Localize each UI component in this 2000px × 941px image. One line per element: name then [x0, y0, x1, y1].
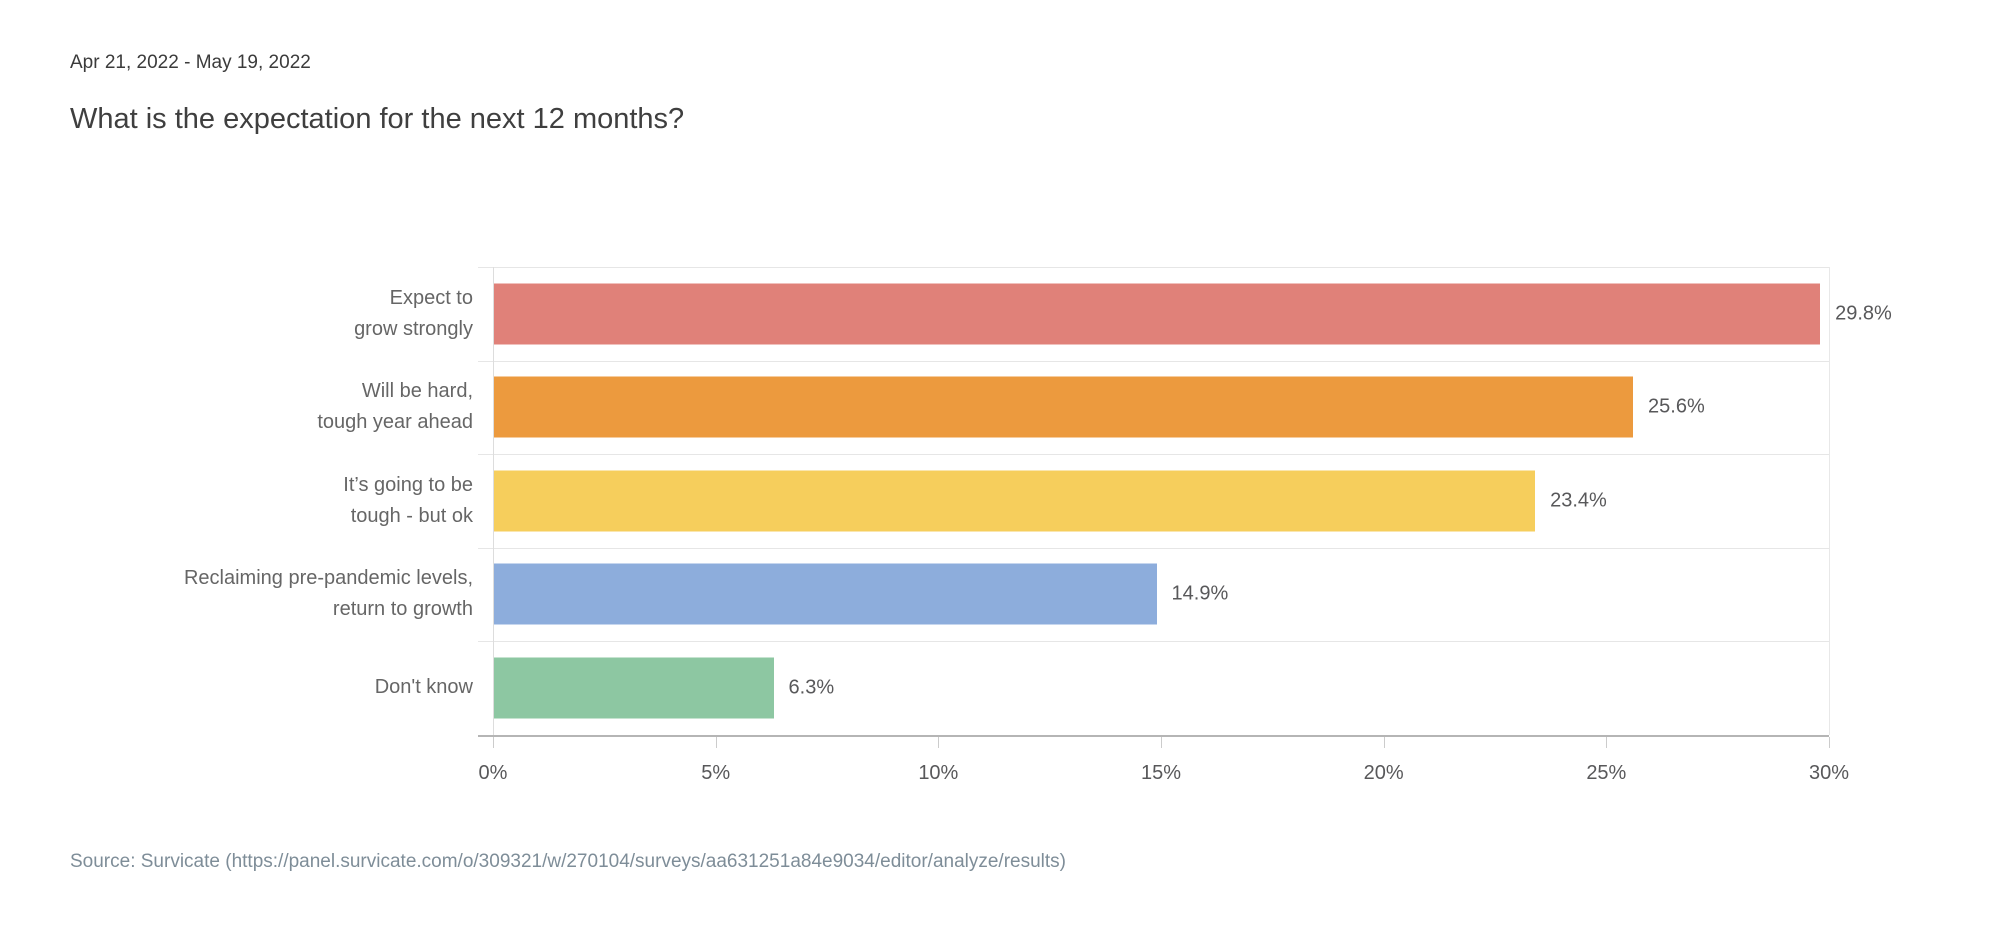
bar-row: Reclaiming pre-pandemic levels, return t…: [0, 548, 2000, 642]
bar: [493, 657, 774, 719]
x-axis-tick: [1383, 737, 1385, 748]
category-label: Expect to grow strongly: [354, 286, 473, 340]
bar: [493, 376, 1634, 438]
value-label: 6.3%: [788, 676, 835, 699]
x-axis-tick-label: 30%: [1808, 762, 1850, 784]
bar-rows: Expect to grow strongly 29.8% Will be hard…: [0, 267, 2000, 735]
bar-track: 25.6%: [493, 361, 1829, 455]
row-separator-line: [478, 360, 1829, 362]
bar-row: Don't know 6.3%: [0, 641, 2000, 735]
x-axis-tick-label: 10%: [918, 762, 959, 784]
y-axis-line: [493, 267, 494, 735]
bar-track: 29.8%: [493, 267, 1892, 361]
bar-track: 6.3%: [493, 641, 1829, 735]
value-label: 29.8%: [1835, 302, 1892, 325]
bar: [493, 470, 1536, 532]
bar-track: 14.9%: [493, 548, 1829, 642]
x-axis-tick: [493, 737, 494, 748]
x-axis-tick: [715, 737, 717, 748]
x-axis-tick-label: 20%: [1363, 762, 1404, 784]
row-separator-line: [478, 454, 1829, 455]
x-axis-line: [478, 735, 1829, 737]
value-label: 14.9%: [1171, 582, 1229, 605]
category-label: Reclaiming pre-pandemic levels, return t…: [183, 567, 473, 621]
x-axis-tick: [1606, 737, 1608, 748]
x-axis-tick-label: 15%: [1140, 762, 1182, 784]
bar: [493, 283, 1821, 345]
source-line: Source: Survicate (https://panel.survica…: [70, 851, 1066, 872]
x-axis: 0% 5% 10% 15% 20% 25% 30%: [478, 735, 1849, 795]
bar-row: Expect to grow strongly 29.8%: [0, 267, 2000, 361]
bar-track: 23.4%: [493, 454, 1829, 548]
x-axis-tick-label: 5%: [701, 762, 731, 784]
x-axis-tick-label: 0%: [478, 762, 508, 784]
category-label: It’s going to be tough - but ok: [343, 473, 473, 527]
chart-title: What is the expectation for the next 12 …: [70, 103, 685, 135]
category-label: Don't know: [374, 676, 473, 699]
row-separator-line: [478, 267, 1829, 268]
date-range: Apr 21, 2022 - May 19, 2022: [70, 52, 311, 73]
row-separator-line: [478, 641, 1829, 642]
x-axis-tick: [938, 737, 940, 748]
bar-row: Will be hard, tough year ahead 25.6%: [0, 361, 2000, 455]
plot-right-border: [1829, 267, 1830, 735]
category-label: Will be hard, tough year ahead: [317, 380, 473, 434]
x-axis-tick: [1161, 737, 1162, 748]
value-label: 23.4%: [1550, 489, 1607, 512]
bar: [493, 563, 1157, 625]
row-separator-line: [478, 547, 1829, 549]
x-axis-tick: [1829, 737, 1830, 748]
x-axis-tick-label: 25%: [1586, 762, 1627, 784]
bar-chart: Expect to grow strongly 29.8% Will be hard…: [0, 267, 2000, 797]
value-label: 25.6%: [1648, 395, 1705, 418]
bar-row: It’s going to be tough - but ok 23.4%: [0, 454, 2000, 548]
